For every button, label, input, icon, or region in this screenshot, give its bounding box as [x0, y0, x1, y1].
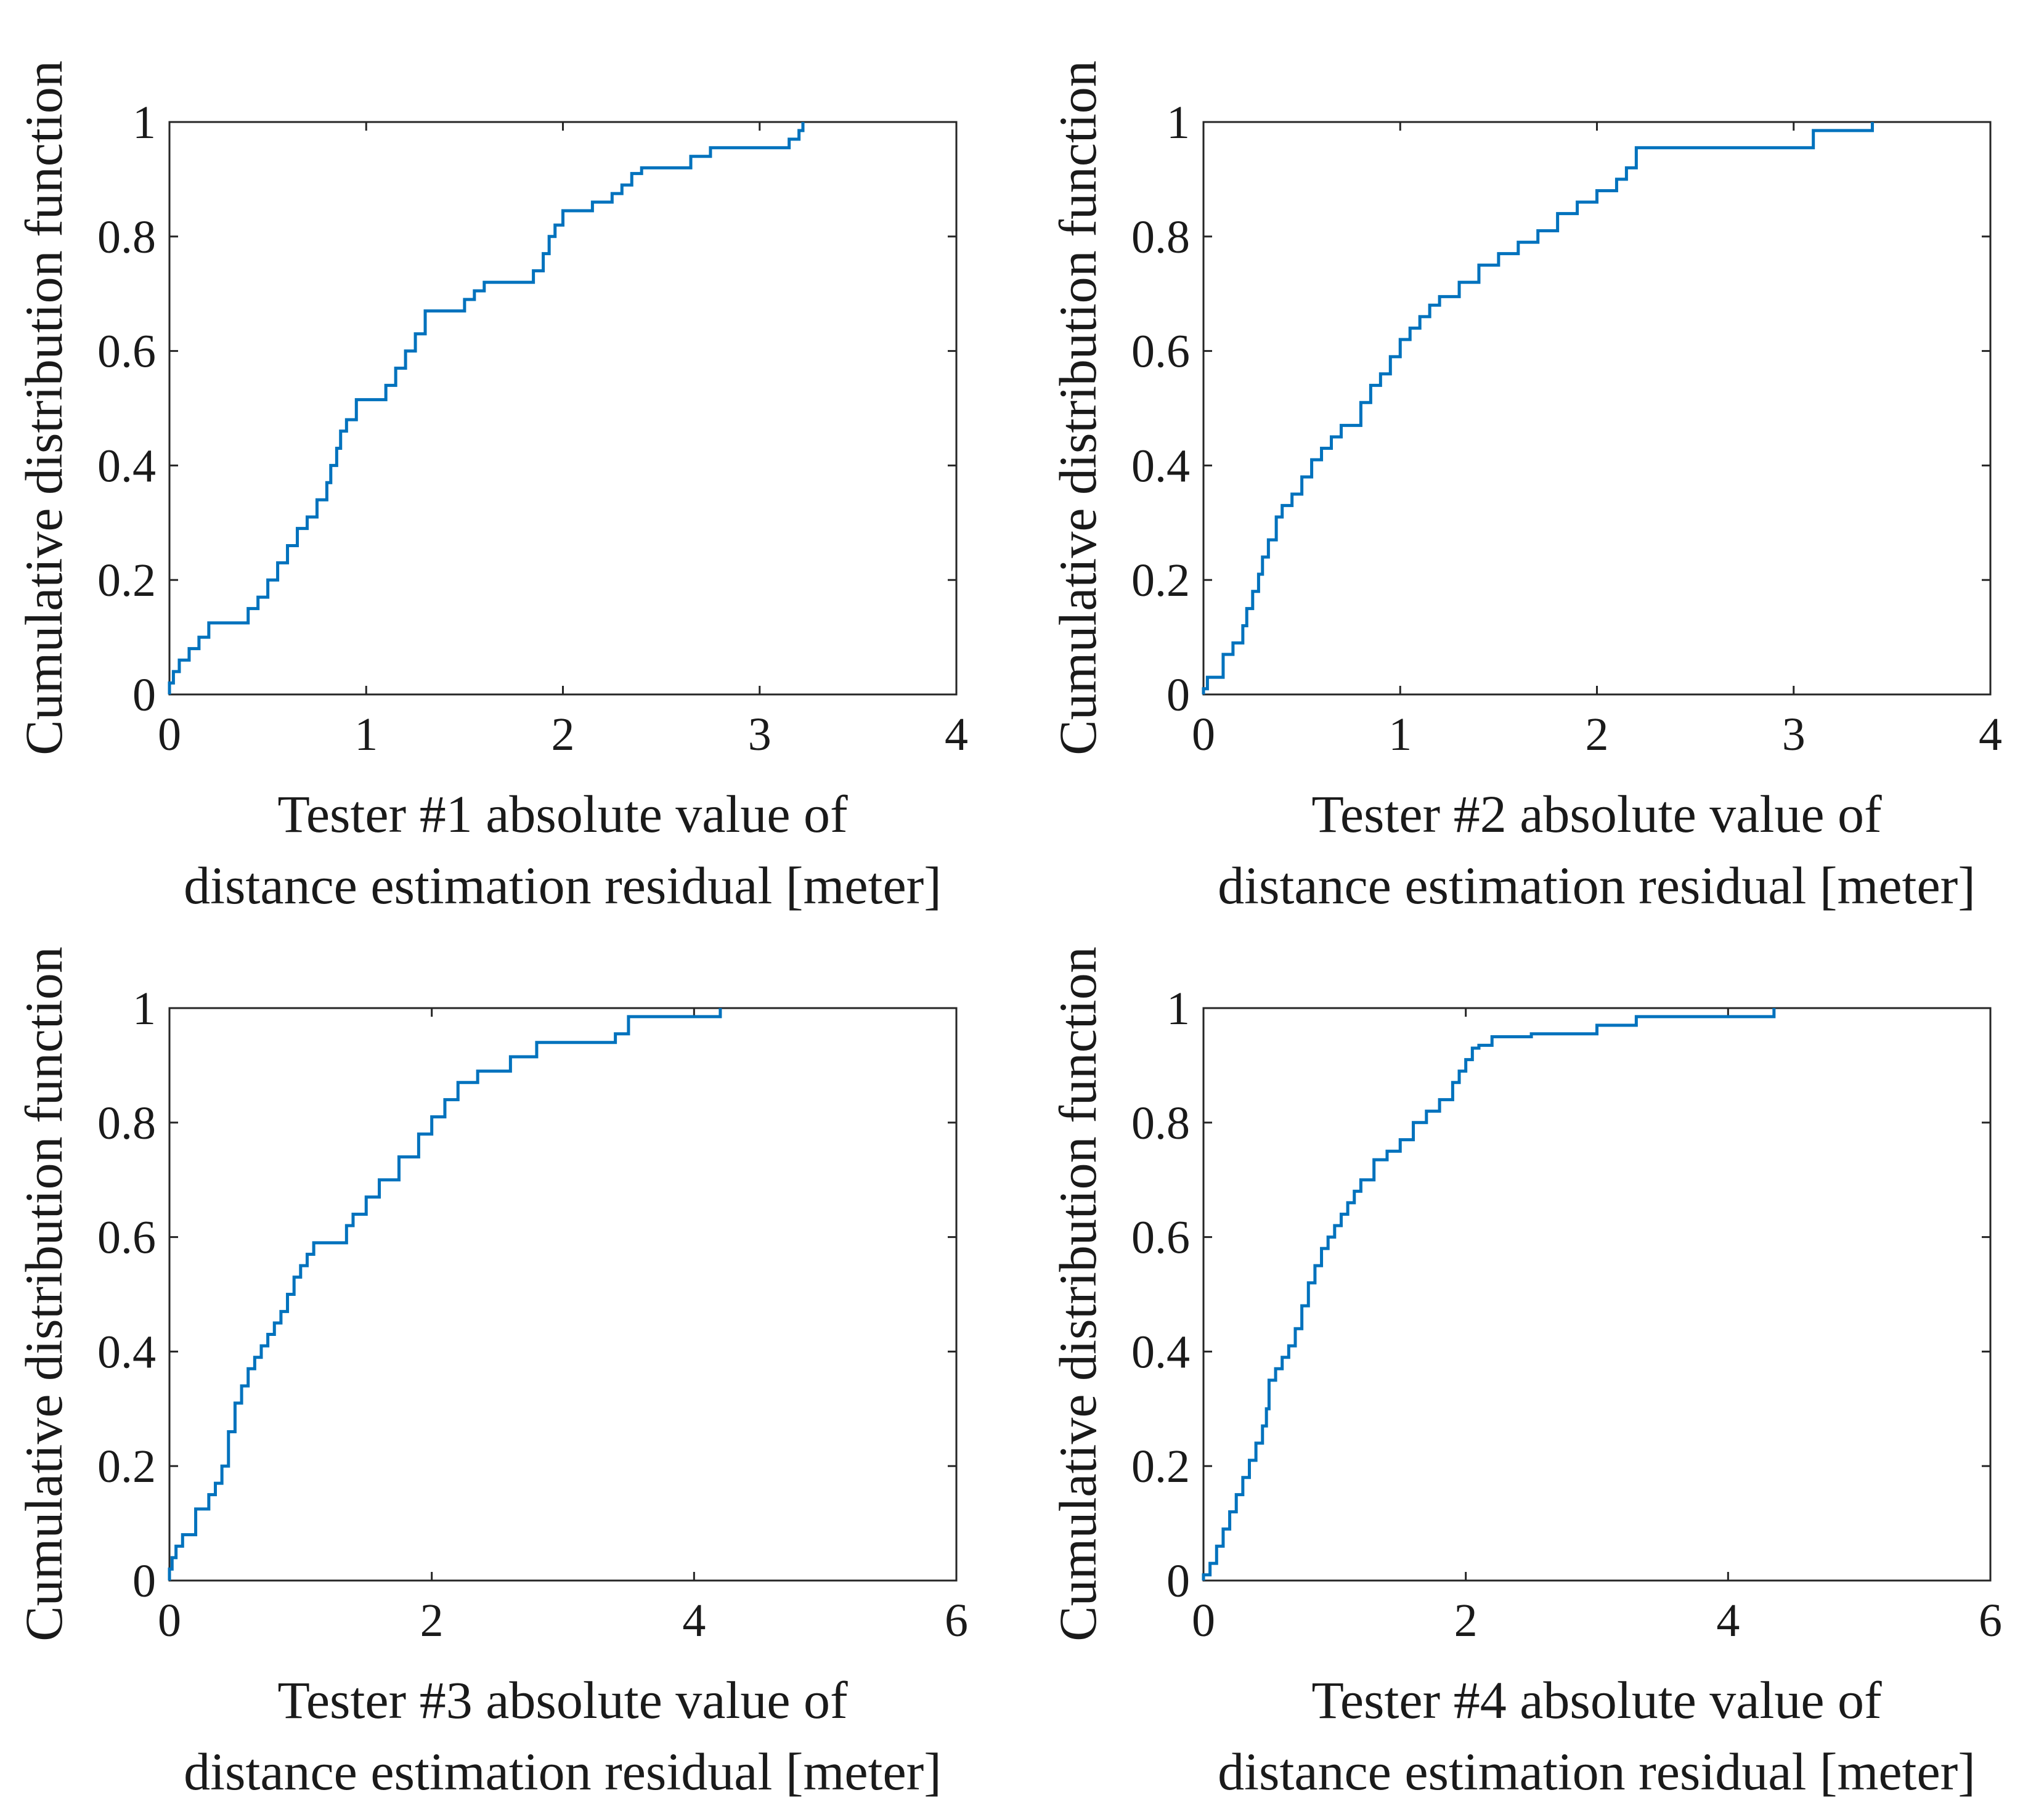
- x-tick-label: 4: [682, 1595, 706, 1646]
- x-tick-label: 1: [354, 709, 378, 760]
- y-tick-label: 0.8: [1131, 211, 1190, 263]
- x-tick-label: 2: [1454, 1595, 1478, 1646]
- x-axis-title-line-1: Tester #4 absolute value of: [1311, 1671, 1882, 1730]
- x-axis-title-line-2: distance estimation residual [meter]: [184, 856, 942, 915]
- x-tick-label: 6: [1979, 1595, 2002, 1646]
- y-tick-label: 1: [132, 983, 156, 1035]
- x-axis-title-line-2: distance estimation residual [meter]: [1218, 856, 1976, 915]
- chart-panel-tester-4: 0 2 4 6 0 0.2 0.4 0.6 0.8 1 Cumulative distributi…: [1048, 946, 2002, 1801]
- y-tick-label: 0.2: [1131, 555, 1190, 606]
- x-tick-label: 0: [158, 1595, 181, 1646]
- y-axis-title: Cumulative distribution function: [14, 946, 73, 1641]
- y-tick-label: 0: [132, 1555, 156, 1607]
- x-tick-label: 1: [1388, 709, 1412, 760]
- y-tick-label: 0: [132, 669, 156, 721]
- y-tick-label: 0.8: [1131, 1097, 1190, 1149]
- tick-labels: 0 1 2 3 4 0 0.2 0.4 0.6 0.8 1: [97, 97, 968, 760]
- y-tick-label: 0.2: [97, 555, 156, 606]
- y-tick-label: 0: [1167, 1555, 1190, 1607]
- cdf-series-line: [168, 1008, 722, 1581]
- axis-ticks: [1202, 121, 1992, 696]
- y-tick-label: 0.2: [97, 1441, 156, 1492]
- x-axis-title-line-1: Tester #3 absolute value of: [277, 1671, 848, 1730]
- cdf-series-line: [1202, 122, 1874, 694]
- y-axis-title: Cumulative distribution function: [14, 60, 73, 755]
- y-tick-label: 0.4: [97, 1326, 156, 1378]
- x-tick-label: 3: [748, 709, 772, 760]
- chart-panel-tester-1: 0 1 2 3 4 0 0.2 0.4 0.6 0.8 1 Cumulative distribut…: [14, 60, 968, 915]
- chart-panel-tester-2: 0 1 2 3 4 0 0.2 0.4 0.6 0.8 1 Cumulative distribut…: [1048, 60, 2002, 915]
- y-tick-label: 0.4: [1131, 1326, 1190, 1378]
- x-tick-label: 2: [1586, 709, 1609, 760]
- x-axis-title-line-2: distance estimation residual [meter]: [184, 1742, 942, 1801]
- y-tick-label: 0.6: [97, 326, 156, 378]
- cdf-series-line: [168, 122, 805, 694]
- y-tick-label: 1: [1167, 983, 1190, 1035]
- x-tick-label: 2: [552, 709, 575, 760]
- tick-labels: 0 2 4 6 0 0.2 0.4 0.6 0.8 1: [97, 983, 968, 1646]
- x-tick-label: 0: [158, 709, 181, 760]
- x-axis-title-line-1: Tester #2 absolute value of: [1311, 784, 1882, 844]
- x-tick-label: 6: [945, 1595, 968, 1646]
- x-tick-label: 4: [1716, 1595, 1740, 1646]
- y-axis-title: Cumulative distribution function: [1048, 946, 1107, 1641]
- y-tick-label: 1: [132, 97, 156, 149]
- chart-panel-tester-3: 0 2 4 6 0 0.2 0.4 0.6 0.8 1 Cumulative distributi…: [14, 946, 968, 1801]
- y-axis-title: Cumulative distribution function: [1048, 60, 1107, 755]
- y-tick-label: 0.6: [97, 1212, 156, 1264]
- y-tick-label: 0.4: [97, 440, 156, 492]
- plot-area-frame: [168, 1007, 958, 1582]
- axis-ticks: [1202, 1007, 1992, 1582]
- x-tick-label: 2: [420, 1595, 444, 1646]
- y-tick-label: 0.4: [1131, 440, 1190, 492]
- y-tick-label: 1: [1167, 97, 1190, 149]
- cdf-series-line: [1202, 1008, 1776, 1581]
- x-axis-title-line-2: distance estimation residual [meter]: [1218, 1742, 1976, 1801]
- y-tick-label: 0.8: [97, 1097, 156, 1149]
- x-tick-label: 4: [1979, 709, 2002, 760]
- y-tick-label: 0.2: [1131, 1441, 1190, 1492]
- x-tick-label: 4: [945, 709, 968, 760]
- y-tick-label: 0.6: [1131, 326, 1190, 378]
- tick-labels: 0 1 2 3 4 0 0.2 0.4 0.6 0.8 1: [1131, 97, 2002, 760]
- tick-labels: 0 2 4 6 0 0.2 0.4 0.6 0.8 1: [1131, 983, 2002, 1646]
- y-tick-label: 0.6: [1131, 1212, 1190, 1264]
- x-tick-label: 0: [1192, 1595, 1215, 1646]
- y-tick-label: 0.8: [97, 211, 156, 263]
- x-tick-label: 0: [1192, 709, 1215, 760]
- x-tick-label: 3: [1782, 709, 1806, 760]
- x-axis-title-line-1: Tester #1 absolute value of: [277, 784, 848, 844]
- plot-area-frame: [1202, 1007, 1992, 1582]
- y-tick-label: 0: [1167, 669, 1190, 721]
